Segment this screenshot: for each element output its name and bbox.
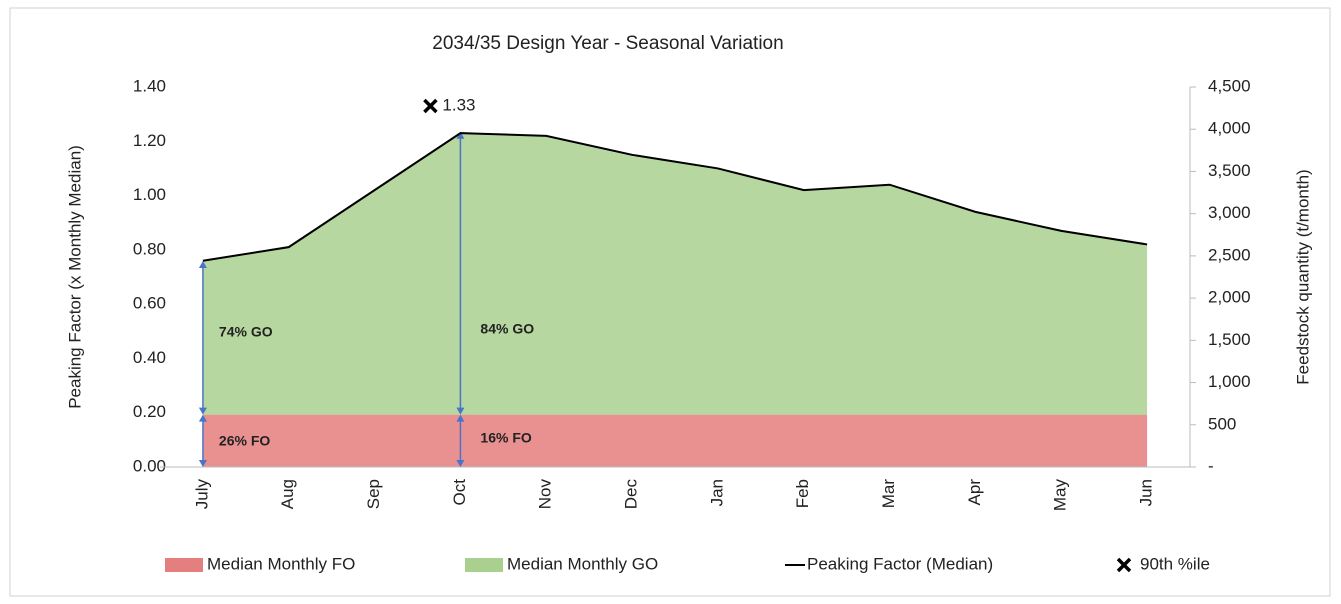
y-tick-label: 0.60 — [133, 294, 166, 313]
y-tick-label: 1.40 — [133, 76, 166, 95]
y2-tick-label: 3,500 — [1208, 161, 1251, 180]
y-tick-label: 0.20 — [133, 402, 166, 421]
x-tick-label: Sep — [364, 479, 383, 509]
x-tick-label: Nov — [536, 479, 555, 510]
y-tick-label: 0.00 — [133, 456, 166, 475]
x-tick-label: Feb — [793, 479, 812, 508]
data-label: 1.33 — [442, 95, 475, 114]
x-tick-label: July — [192, 479, 211, 510]
legend-swatch — [165, 558, 203, 572]
arrow-head — [456, 414, 465, 422]
arrow-head — [456, 460, 465, 467]
y-axis-title: Peaking Factor (x Monthly Median) — [65, 145, 84, 409]
arrow-head — [198, 460, 207, 467]
y2-tick-label: 1,500 — [1208, 330, 1251, 349]
arrow-head — [198, 407, 207, 415]
line — [202, 132, 1148, 262]
y-tick-label: 1.20 — [133, 131, 166, 150]
arrow-head — [456, 131, 465, 139]
arrow-head — [456, 407, 465, 415]
y-tick-label: 0.80 — [133, 239, 166, 258]
arrow-head — [198, 414, 207, 422]
y2-tick-label: 1,000 — [1208, 372, 1251, 391]
scatter-point — [423, 98, 438, 114]
x-tick-label: May — [1051, 479, 1070, 512]
annotation: 26% FO — [219, 433, 270, 449]
x-tick-label: Oct — [450, 479, 469, 506]
x-tick-label: Mar — [879, 479, 898, 509]
y2-axis-title: Feedstock quantity (t/month) — [1293, 169, 1312, 384]
y2-tick-label: 3,000 — [1208, 203, 1251, 222]
y2-tick-label: - — [1208, 456, 1214, 475]
legend-swatch — [1116, 557, 1132, 573]
arrow-head — [198, 260, 207, 268]
x-tick-label: Jan — [707, 479, 726, 506]
chart-title: 2034/35 Design Year - Seasonal Variation — [432, 33, 783, 54]
annotation: 74% GO — [219, 324, 273, 340]
legend-label: 90th %ile — [1140, 554, 1210, 573]
legend-label: Median Monthly FO — [207, 554, 355, 573]
x-tick-label: Apr — [965, 479, 984, 506]
y-tick-label: 1.00 — [133, 185, 166, 204]
y-tick-label: 0.40 — [133, 348, 166, 367]
y2-tick-label: 2,500 — [1208, 245, 1251, 264]
y2-tick-label: 4,500 — [1208, 76, 1251, 95]
legend-label: Peaking Factor (Median) — [807, 554, 993, 573]
y2-tick-label: 2,000 — [1208, 288, 1251, 307]
x-tick-label: Dec — [622, 479, 641, 510]
annotation: 84% GO — [480, 321, 534, 337]
annotation: 16% FO — [480, 430, 531, 446]
legend-swatch — [465, 558, 503, 572]
x-tick-label: Jun — [1137, 479, 1156, 506]
area — [202, 131, 1148, 415]
legend-label: Median Monthly GO — [507, 554, 658, 573]
x-tick-label: Aug — [278, 479, 297, 509]
area — [202, 414, 1148, 467]
y2-tick-label: 500 — [1208, 414, 1236, 433]
y2-tick-label: 4,000 — [1208, 119, 1251, 138]
